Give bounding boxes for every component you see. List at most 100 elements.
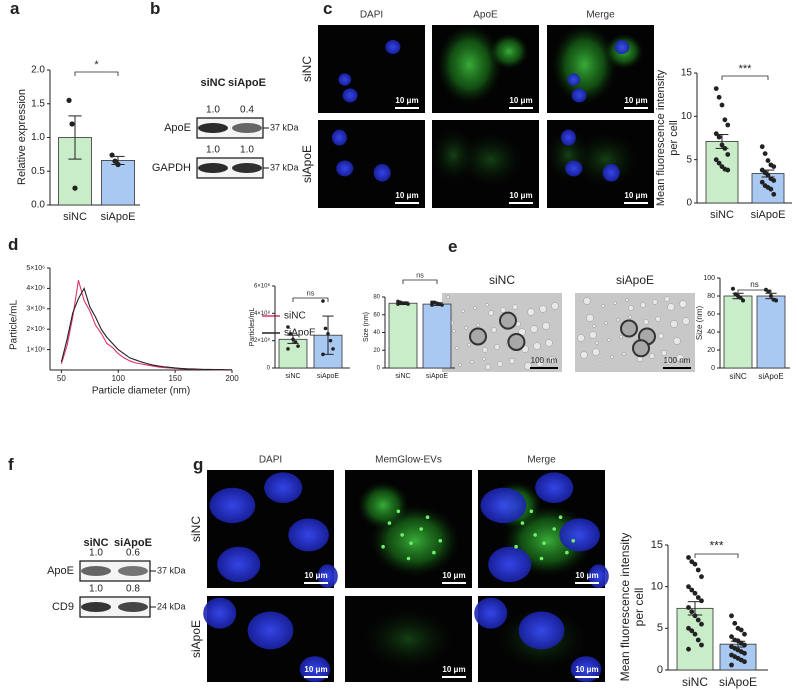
nucleus bbox=[559, 518, 600, 552]
data-point bbox=[396, 302, 400, 306]
data-point bbox=[430, 303, 434, 307]
particle bbox=[530, 325, 538, 333]
data-point bbox=[699, 598, 704, 604]
scale-bar-label: 100 nm bbox=[531, 356, 558, 365]
scale-bar-label: 10 μm bbox=[624, 191, 647, 200]
scale-bar-label: 10 μm bbox=[624, 96, 647, 105]
y-tick-label: 40 bbox=[373, 330, 380, 336]
data-point bbox=[729, 662, 734, 668]
punctum bbox=[425, 515, 430, 519]
particle bbox=[622, 352, 626, 356]
particle bbox=[539, 305, 547, 313]
y-axis-label: per cell bbox=[668, 120, 680, 155]
particle bbox=[512, 304, 518, 310]
data-point bbox=[692, 613, 698, 619]
significance-bracket bbox=[74, 71, 119, 76]
y-axis-label: Size (nm) bbox=[363, 312, 370, 342]
particle bbox=[545, 339, 553, 347]
data-point bbox=[321, 299, 325, 303]
x-tick-label: siNC bbox=[729, 372, 747, 381]
y-tick-label: 5×10⁶ bbox=[26, 265, 45, 272]
particle bbox=[473, 306, 477, 310]
y-tick-label: 10 bbox=[681, 111, 693, 122]
significance-bracket bbox=[721, 75, 769, 80]
particle bbox=[679, 300, 687, 308]
data-point bbox=[440, 303, 444, 307]
band-ratio: 1.0 bbox=[206, 105, 220, 116]
blot-band bbox=[198, 163, 228, 173]
data-point bbox=[771, 164, 777, 170]
data-point bbox=[716, 94, 722, 100]
column-header: DAPI bbox=[360, 10, 383, 21]
series-line bbox=[60, 287, 232, 371]
y-tick-label: 40 bbox=[707, 329, 715, 336]
bar bbox=[101, 160, 135, 206]
y-tick-label: 0.0 bbox=[31, 200, 45, 211]
data-point bbox=[401, 301, 405, 306]
punctum bbox=[571, 539, 576, 543]
particle bbox=[446, 295, 450, 299]
column-header: MemGlow-EVs bbox=[375, 455, 442, 466]
punctum bbox=[529, 509, 534, 514]
nucleus bbox=[299, 656, 331, 682]
particle bbox=[491, 327, 497, 333]
significance-bracket bbox=[737, 289, 772, 294]
data-point bbox=[689, 587, 695, 593]
particle bbox=[673, 337, 681, 345]
punctum bbox=[542, 541, 546, 545]
y-axis-label: per cell bbox=[632, 588, 646, 627]
data-point bbox=[742, 659, 747, 665]
vesicle bbox=[499, 311, 517, 330]
particle bbox=[476, 323, 480, 327]
x-tick-label: siNC bbox=[682, 675, 708, 689]
x-tick-label: siApoE bbox=[101, 211, 136, 223]
scale-bar-label: 10 μm bbox=[442, 571, 465, 580]
column-header: ApoE bbox=[473, 10, 498, 21]
data-point bbox=[771, 191, 777, 197]
data-point bbox=[430, 300, 434, 305]
particle bbox=[661, 350, 667, 356]
scale-bar-label: 10 μm bbox=[304, 665, 327, 674]
marker-label: 37 kDa bbox=[270, 122, 299, 132]
particle bbox=[458, 363, 462, 367]
bar bbox=[422, 303, 452, 369]
punctum bbox=[409, 541, 413, 545]
data-point bbox=[722, 117, 728, 123]
particle bbox=[482, 357, 486, 361]
data-point bbox=[774, 298, 779, 303]
y-tick-label: 6×10⁸ bbox=[254, 283, 271, 290]
y-tick-label: 0 bbox=[267, 366, 271, 372]
vesicle bbox=[632, 339, 650, 358]
particle bbox=[664, 357, 672, 365]
punctum bbox=[552, 527, 556, 531]
data-point bbox=[686, 555, 691, 560]
particle bbox=[658, 333, 664, 339]
data-point bbox=[689, 628, 695, 634]
data-point bbox=[109, 152, 115, 158]
stain-green bbox=[437, 25, 502, 105]
data-point bbox=[713, 131, 719, 137]
blot-label: CD9 bbox=[52, 601, 74, 613]
data-point bbox=[695, 637, 701, 643]
blot-band bbox=[118, 566, 148, 576]
particle bbox=[652, 299, 658, 305]
legend-label: siApoE bbox=[284, 328, 316, 339]
data-point bbox=[713, 157, 719, 163]
particle bbox=[613, 301, 617, 305]
nucleus bbox=[474, 597, 508, 629]
punctum bbox=[565, 550, 569, 555]
significance-bracket bbox=[292, 297, 329, 302]
data-point bbox=[742, 642, 747, 648]
punctum bbox=[396, 509, 401, 514]
blot-band bbox=[198, 123, 228, 133]
particle bbox=[485, 364, 491, 370]
significance-label: ns bbox=[307, 291, 315, 298]
data-point bbox=[738, 627, 744, 633]
particle bbox=[455, 346, 459, 350]
vesicle bbox=[620, 319, 638, 338]
nucleus bbox=[480, 487, 527, 524]
particle bbox=[592, 324, 596, 328]
blot-label: ApoE bbox=[164, 122, 191, 134]
x-tick-label: siNC bbox=[710, 209, 734, 221]
y-tick-label: 60 bbox=[707, 311, 715, 318]
